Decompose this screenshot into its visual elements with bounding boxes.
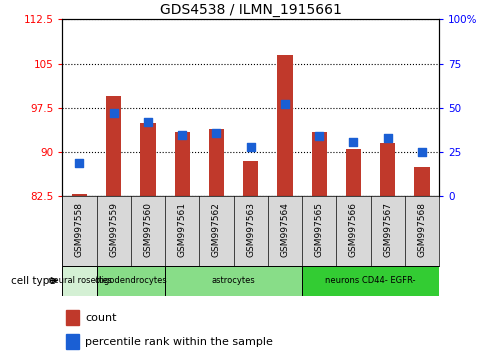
Point bbox=[75, 160, 83, 166]
Text: GSM997560: GSM997560 bbox=[144, 202, 153, 257]
Bar bbox=[106, 96, 121, 196]
Bar bbox=[311, 132, 327, 196]
Point bbox=[110, 110, 118, 116]
Point bbox=[281, 102, 289, 107]
Text: GSM997565: GSM997565 bbox=[315, 202, 324, 257]
Bar bbox=[165, 266, 302, 296]
Bar bbox=[380, 143, 395, 196]
Point bbox=[315, 133, 323, 139]
Text: cell type: cell type bbox=[11, 275, 56, 286]
Text: astrocytes: astrocytes bbox=[212, 276, 255, 285]
Point bbox=[178, 132, 186, 137]
Point bbox=[349, 139, 357, 144]
Bar bbox=[72, 194, 87, 196]
Bar bbox=[209, 129, 224, 196]
Bar bbox=[62, 266, 97, 296]
Bar bbox=[414, 167, 430, 196]
Bar bbox=[140, 123, 156, 196]
Text: GSM997561: GSM997561 bbox=[178, 202, 187, 257]
Title: GDS4538 / ILMN_1915661: GDS4538 / ILMN_1915661 bbox=[160, 3, 342, 17]
Point bbox=[144, 119, 152, 125]
Text: GSM997564: GSM997564 bbox=[280, 202, 289, 257]
Bar bbox=[66, 310, 79, 325]
Bar bbox=[175, 132, 190, 196]
Point bbox=[418, 149, 426, 155]
Bar bbox=[346, 149, 361, 196]
Bar bbox=[243, 161, 258, 196]
Text: percentile rank within the sample: percentile rank within the sample bbox=[85, 337, 273, 347]
Point bbox=[213, 130, 221, 136]
Text: GSM997562: GSM997562 bbox=[212, 202, 221, 257]
Bar bbox=[302, 266, 439, 296]
Text: count: count bbox=[85, 313, 116, 323]
Text: GSM997566: GSM997566 bbox=[349, 202, 358, 257]
Text: neural rosettes: neural rosettes bbox=[47, 276, 111, 285]
Text: GSM997563: GSM997563 bbox=[246, 202, 255, 257]
Text: neurons CD44- EGFR-: neurons CD44- EGFR- bbox=[325, 276, 416, 285]
Text: GSM997568: GSM997568 bbox=[418, 202, 427, 257]
Bar bbox=[277, 55, 293, 196]
Text: GSM997558: GSM997558 bbox=[75, 202, 84, 257]
Bar bbox=[66, 334, 79, 349]
Bar bbox=[97, 266, 165, 296]
Point bbox=[384, 135, 392, 141]
Text: GSM997567: GSM997567 bbox=[383, 202, 392, 257]
Text: GSM997559: GSM997559 bbox=[109, 202, 118, 257]
Point bbox=[247, 144, 254, 150]
Text: oligodendrocytes: oligodendrocytes bbox=[94, 276, 167, 285]
